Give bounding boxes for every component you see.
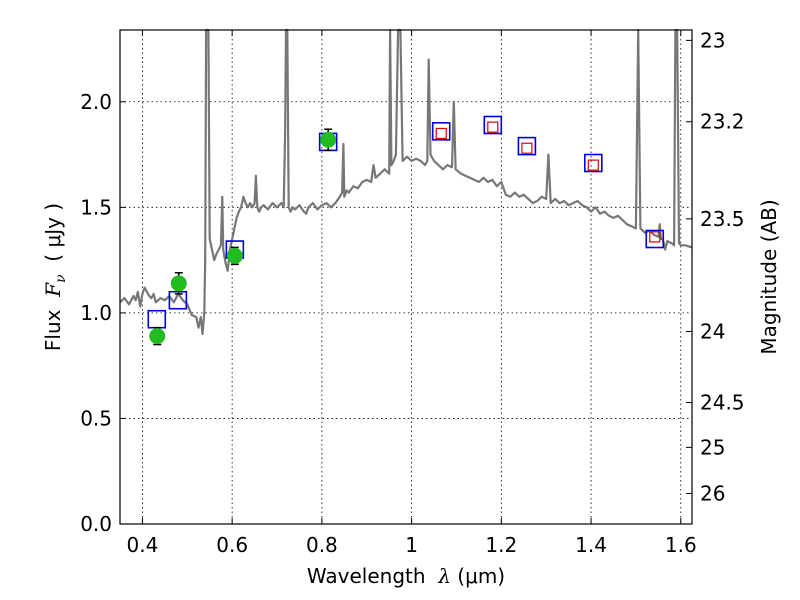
observed-green-marker [320, 131, 337, 148]
y-tick-label: 2.0 [80, 90, 112, 114]
model-square-marker [483, 115, 503, 135]
observed-red-square-marker [435, 127, 447, 140]
x-tick-label: 1.2 [485, 533, 517, 557]
spectrum-line [119, 28, 693, 336]
x-axis-ticks: 0.4 0.6 0.8 1 1.2 1.4 1.6 [127, 30, 697, 557]
y2-axis-label: Magnitude (AB) [757, 199, 781, 354]
observed-red-square-marker [487, 121, 499, 133]
y2-axis-ticks: 23 23.2 23.5 24 24.5 25 26 [686, 28, 745, 505]
model-square-marker [168, 290, 188, 310]
y-axis-ticks: 0.0 0.5 1.0 1.5 2.0 [80, 90, 126, 536]
model-square-marker [584, 153, 603, 173]
y2-tick-label: 23.5 [700, 207, 745, 231]
y-tick-label: 1.5 [80, 195, 112, 219]
y-axis-label: Flux Fν ( μJy ) [41, 203, 69, 351]
x-tick-label: 1.6 [665, 533, 697, 557]
model-square-marker [645, 229, 665, 249]
x-tick-label: 1.4 [575, 533, 607, 557]
observed-red-square-marker [587, 159, 599, 171]
x-axis-label: Wavelength λ (μm) [307, 564, 505, 588]
y-tick-label: 0.0 [80, 512, 112, 536]
x-tick-label: 0.8 [306, 533, 338, 557]
y2-tick-label: 23.2 [700, 110, 745, 134]
observed-green-marker [170, 275, 187, 292]
x-tick-label: 0.4 [127, 533, 159, 557]
x-tick-label: 0.6 [216, 533, 248, 557]
spectrum-layer [119, 28, 693, 336]
observed-green-marker [226, 247, 243, 264]
model-square-marker [517, 136, 537, 156]
model-square-marker [431, 122, 451, 141]
x-tick-label: 1 [405, 533, 418, 557]
y2-tick-label: 23 [700, 28, 725, 52]
y2-tick-label: 25 [700, 435, 725, 459]
y-tick-label: 0.5 [80, 406, 112, 430]
plot-frame [119, 29, 693, 525]
y2-tick-label: 24.5 [700, 391, 745, 415]
y2-tick-label: 26 [700, 481, 725, 505]
observed-green-marker [149, 328, 166, 345]
observed-red-square-marker [649, 231, 661, 243]
y2-tick-label: 24 [700, 319, 725, 343]
markers-layer [147, 115, 665, 346]
observed-red-square-marker [521, 142, 533, 154]
y-tick-label: 1.0 [80, 301, 112, 325]
